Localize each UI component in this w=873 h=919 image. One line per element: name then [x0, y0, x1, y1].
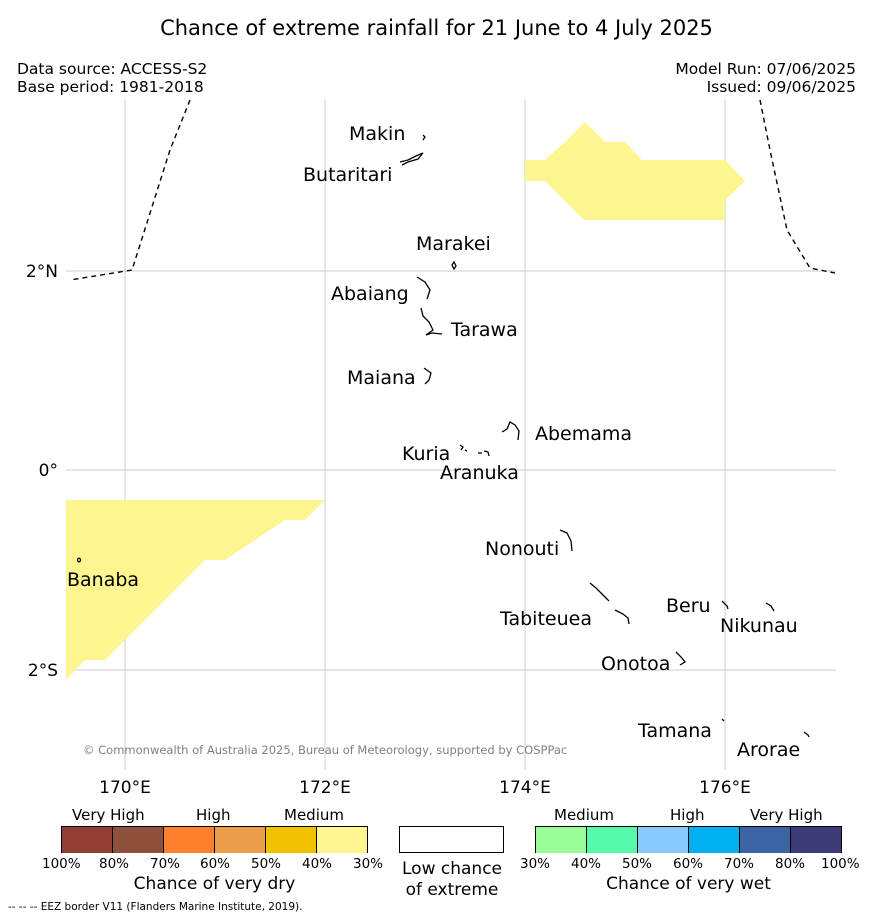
copyright-notice: © Commonwealth of Australia 2025, Bureau…	[83, 743, 567, 757]
dry-swatch-30-40	[316, 827, 367, 853]
island-label-kuria: Kuria	[402, 443, 450, 465]
low-chance-swatch	[399, 826, 504, 853]
island-label-beru: Beru	[666, 595, 711, 617]
dry-tick-30: 30%	[353, 856, 384, 872]
kuria-shape	[459, 444, 468, 452]
nikunau-shape	[765, 602, 775, 612]
issued-text: Issued: 09/06/2025	[706, 78, 856, 96]
island-shapes	[76, 134, 810, 738]
dry-swatch-80-100	[61, 827, 112, 853]
lon-label-174e: 174°E	[499, 778, 551, 798]
island-label-tarawa: Tarawa	[450, 319, 518, 341]
tarawa-shape	[420, 307, 443, 336]
base-period-text: Base period: 1981-2018	[17, 78, 204, 96]
lat-label-0: 0°	[39, 461, 58, 481]
lat-label-2s: 2°S	[28, 661, 58, 681]
wet-tick-80: 80%	[775, 856, 806, 872]
dry-tick-70: 70%	[150, 856, 181, 872]
butaritari-shape	[399, 152, 424, 166]
island-label-nonouti: Nonouti	[485, 538, 559, 560]
wet-tick-30: 30%	[520, 856, 551, 872]
wet-tick-100: 100%	[821, 856, 860, 872]
lon-label-170e: 170°E	[99, 778, 151, 798]
dry-swatch-60-70	[163, 827, 214, 853]
beru-shape	[721, 600, 729, 610]
dry-tick-40: 40%	[302, 856, 333, 872]
metadata-right: Model Run: 07/06/2025 Issued: 09/06/2025	[675, 60, 856, 96]
model-run-text: Model Run: 07/06/2025	[675, 60, 856, 78]
island-label-aranuka: Aranuka	[440, 462, 519, 484]
island-label-butaritari: Butaritari	[303, 164, 392, 186]
dry-swatch-40-50	[265, 827, 316, 853]
dry-swatch-50-60	[214, 827, 265, 853]
metadata-left: Data source: ACCESS-S2 Base period: 1981…	[17, 60, 207, 96]
map-title: Chance of extreme rainfall for 21 June t…	[160, 16, 713, 40]
wet-header-very-high: Very High	[750, 806, 823, 824]
tabiteuea-shape	[589, 582, 630, 625]
dry-caption: Chance of very dry	[133, 874, 296, 894]
eez-footnote: -- -- -- EEZ border V11 (Flanders Marine…	[8, 901, 303, 913]
dry-medium-area-northeast	[525, 122, 745, 220]
makin-shape	[422, 134, 426, 141]
dry-tick-100: 100%	[42, 856, 81, 872]
wet-tick-40: 40%	[571, 856, 602, 872]
island-label-abaiang: Abaiang	[331, 283, 409, 305]
wet-header-high: High	[670, 806, 705, 824]
tamana-shape	[721, 718, 725, 722]
island-label-makin: Makin	[349, 123, 405, 145]
island-label-banaba: Banaba	[67, 569, 139, 591]
abemama-shape	[501, 421, 520, 441]
wet-swatch-40-50	[586, 827, 637, 853]
wet-header-medium: Medium	[554, 806, 614, 824]
island-label-marakei: Marakei	[416, 233, 491, 255]
wet-swatch-60-70	[688, 827, 739, 853]
maiana-shape	[423, 367, 432, 385]
island-label-maiana: Maiana	[347, 367, 416, 389]
low-chance-line2: of extreme	[405, 880, 499, 900]
dry-tick-80: 80%	[99, 856, 130, 872]
wet-tick-50: 50%	[622, 856, 653, 872]
dry-header-high: High	[196, 806, 231, 824]
data-source-text: Data source: ACCESS-S2	[17, 60, 208, 78]
dry-colorbar	[61, 826, 368, 853]
island-label-onotoa: Onotoa	[601, 653, 670, 675]
lon-label-176e: 176°E	[699, 778, 751, 798]
wet-swatch-70-80	[739, 827, 790, 853]
banaba-shape	[76, 557, 82, 563]
lon-label-172e: 172°E	[299, 778, 351, 798]
arorae-shape	[803, 731, 810, 738]
dry-tick-60: 60%	[200, 856, 231, 872]
wet-colorbar	[535, 826, 842, 853]
marakei-shape	[451, 260, 457, 271]
abaiang-shape	[416, 276, 431, 300]
island-label-abemama: Abemama	[535, 423, 632, 445]
island-label-tabiteuea: Tabiteuea	[499, 608, 592, 630]
wet-swatch-50-60	[637, 827, 688, 853]
island-label-tamana: Tamana	[637, 720, 712, 742]
wet-caption: Chance of very wet	[606, 874, 771, 894]
dry-swatch-70-80	[112, 827, 163, 853]
nonouti-shape	[559, 529, 573, 552]
low-chance-caption: Low chance of extreme	[372, 859, 532, 901]
island-label-arorae: Arorae	[737, 739, 800, 761]
dry-header-very-high: Very High	[72, 806, 145, 824]
dry-header-medium: Medium	[284, 806, 344, 824]
low-chance-line1: Low chance	[402, 859, 502, 879]
wet-swatch-30-40	[535, 827, 586, 853]
dry-tick-50: 50%	[251, 856, 282, 872]
wet-tick-70: 70%	[724, 856, 755, 872]
aranuka-shape	[478, 450, 490, 457]
onotoa-shape	[675, 651, 686, 666]
lat-label-2n: 2°N	[26, 262, 58, 282]
wet-tick-60: 60%	[673, 856, 704, 872]
wet-swatch-80-100	[790, 827, 841, 853]
eez-border	[69, 99, 836, 281]
island-label-nikunau: Nikunau	[720, 615, 798, 637]
dry-medium-area-southwest	[66, 500, 325, 680]
